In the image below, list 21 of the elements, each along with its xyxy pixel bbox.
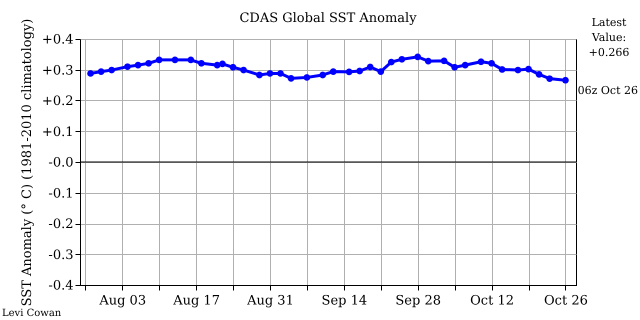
x-tick-label: Aug 17 <box>172 294 220 308</box>
text: Levi Cowan <box>2 308 62 319</box>
x-tick-label: Aug 31 <box>246 294 294 308</box>
y-tick-label: -0.0 <box>48 156 74 170</box>
y-tick-label: -0.3 <box>48 248 74 263</box>
x-tick-label: Sep 14 <box>322 294 368 308</box>
y-tick-label: +0.1 <box>42 124 74 140</box>
x-tick-label: Oct 12 <box>470 294 514 308</box>
y-tick-label: -0.1 <box>48 186 74 202</box>
y-axis-title: SST Anomaly (° C) (1981-2010 climatology) <box>20 18 35 306</box>
x-tick-label: Sep 28 <box>395 294 442 308</box>
text: Latest Value: +0.266 <box>588 16 630 59</box>
x-tick-label: Oct 26 <box>544 294 588 308</box>
y-tick-label: +0.4 <box>42 32 74 48</box>
y-tick-label: +0.3 <box>42 63 74 78</box>
y-tick-label: +0.2 <box>42 94 74 109</box>
text: 06z Oct 26 <box>578 84 638 97</box>
x-tick-label: Aug 03 <box>98 294 146 308</box>
y-tick-label: -0.2 <box>48 217 74 232</box>
chart-title: CDAS Global SST Anomaly <box>239 11 418 26</box>
y-tick-label: -0.4 <box>48 278 74 294</box>
